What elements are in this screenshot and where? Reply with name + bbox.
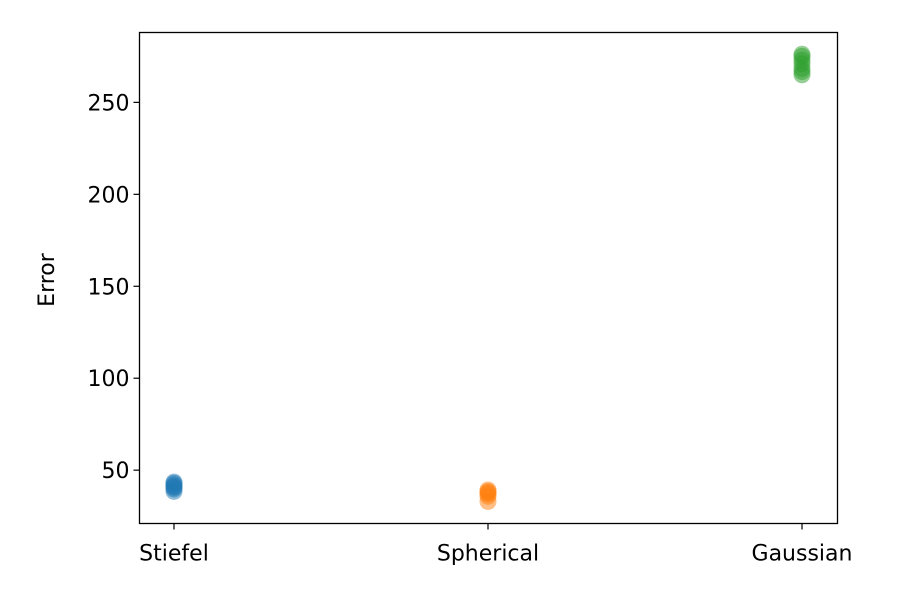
y-tick-label: 100 <box>88 367 130 392</box>
data-points <box>165 45 811 510</box>
axes: 50 100 150 200 250 Stiefel Spherical Gaussian <box>88 91 853 566</box>
plot-frame <box>138 31 839 525</box>
y-tick-label: 250 <box>88 91 130 116</box>
y-tick-label: 200 <box>88 183 130 208</box>
x-tick-label: Spherical <box>437 542 539 567</box>
x-tick-label: Stiefel <box>139 542 209 567</box>
data-point-spherical <box>479 481 497 499</box>
data-point-gaussian <box>793 45 811 63</box>
y-tick-label: 150 <box>88 275 130 300</box>
data-point-stiefel <box>165 473 183 491</box>
x-tick-label: Gaussian <box>752 542 853 567</box>
y-axis-title: Error <box>35 252 60 307</box>
y-tick-label: 50 <box>102 459 130 484</box>
